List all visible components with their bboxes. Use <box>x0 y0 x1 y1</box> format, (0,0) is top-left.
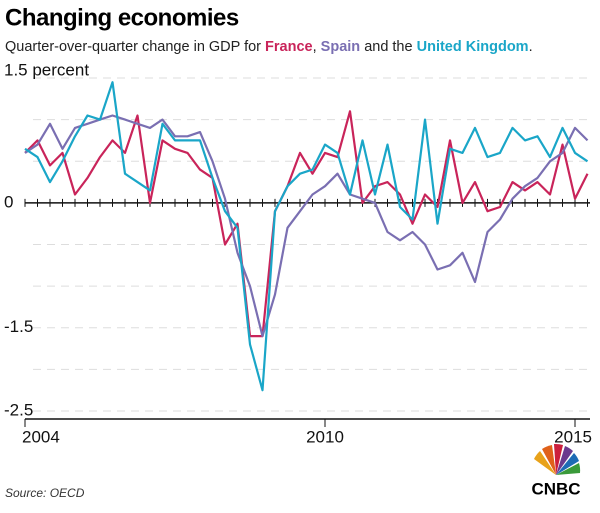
series-name: United Kingdom <box>417 39 529 55</box>
x-tick-label: 2015 <box>554 427 592 446</box>
subtitle-text: Quarter-over-quarter change in GDP for <box>5 39 261 55</box>
cnbc-logo: CNBC <box>531 443 581 498</box>
logo-feather <box>556 463 581 475</box>
logo-feather <box>542 445 556 475</box>
y-tick-label: 1.5 percent <box>4 60 89 79</box>
logo-feather <box>556 453 579 475</box>
y-tick-label: -2.5 <box>4 400 33 419</box>
logo-feather <box>554 443 563 475</box>
series-name: France <box>265 39 313 55</box>
subtitle-text: , <box>313 39 317 55</box>
series-line <box>24 110 589 338</box>
y-tick-label: 0 <box>4 192 13 211</box>
series-name: Spain <box>321 39 360 55</box>
chart-subtitle: Quarter-over-quarter change in GDP for F… <box>5 39 533 55</box>
subtitle-text: and the <box>364 39 412 55</box>
logo-text: CNBC <box>531 479 580 498</box>
logo-feather <box>556 446 573 475</box>
logo-feather <box>534 451 556 475</box>
x-tick-label: 2004 <box>22 427 60 446</box>
chart-title: Changing economies <box>5 4 239 31</box>
y-tick-label: -1.5 <box>4 317 33 336</box>
series-line <box>24 114 589 338</box>
x-tick-label: 2010 <box>306 427 344 446</box>
subtitle-text: . <box>529 39 533 55</box>
source: Source: OECD <box>5 486 85 500</box>
series-line <box>24 81 589 392</box>
